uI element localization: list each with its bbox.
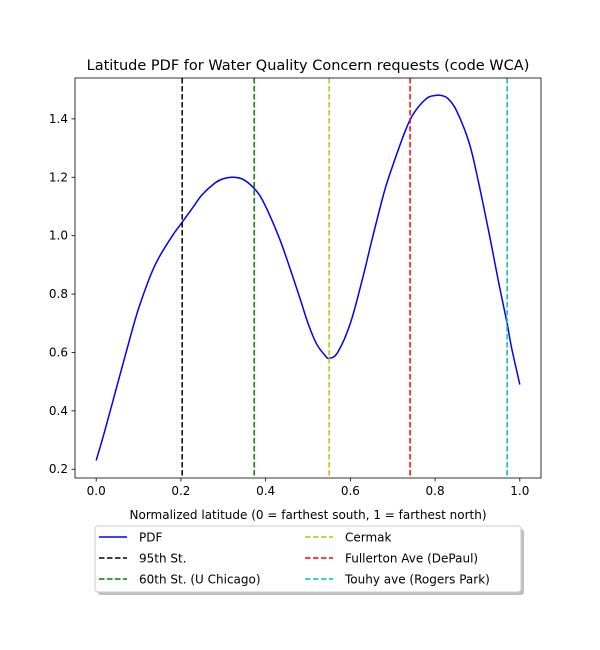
series-line-pdf — [95, 94, 521, 461]
x-tick-label: 0.0 — [87, 484, 106, 498]
y-tick-label: 0.8 — [49, 287, 68, 301]
legend-label: Fullerton Ave (DePaul) — [345, 552, 478, 566]
x-tick-label: 1.0 — [510, 484, 529, 498]
axes-frame — [74, 77, 542, 479]
legend: PDF 95th St. 60th St. (U Chicago) Cermak Ful… — [94, 525, 524, 595]
legend-label: 60th St. (U Chicago) — [139, 573, 261, 587]
legend-label: PDF — [139, 531, 162, 545]
y-tick-label: 0.6 — [49, 345, 68, 359]
y-tick-label: 0.2 — [49, 462, 68, 476]
legend-label: Cermak — [345, 531, 392, 545]
y-tick-label: 1.2 — [49, 170, 68, 184]
x-tick-label: 0.8 — [426, 484, 445, 498]
legend-label: Touhy ave (Rogers Park) — [344, 573, 490, 587]
x-axis-label: Normalized latitude (0 = farthest south,… — [130, 508, 487, 522]
x-tick-label: 0.2 — [171, 484, 190, 498]
x-tick-label: 0.4 — [256, 484, 275, 498]
y-tick-label: 1.0 — [49, 229, 68, 243]
legend-label: 95th St. — [139, 552, 187, 566]
x-tick-label: 0.6 — [341, 484, 360, 498]
y-tick-label: 1.4 — [49, 112, 68, 126]
chart-title: Latitude PDF for Water Quality Concern r… — [87, 58, 530, 74]
legend-box — [94, 525, 522, 593]
plot-area: 0.0 0.2 0.4 0.6 0.8 1.0 0.2 0.4 0.6 0.8 1.0 1.2 1.4 — [49, 77, 542, 498]
y-tick-label: 0.4 — [49, 404, 68, 418]
